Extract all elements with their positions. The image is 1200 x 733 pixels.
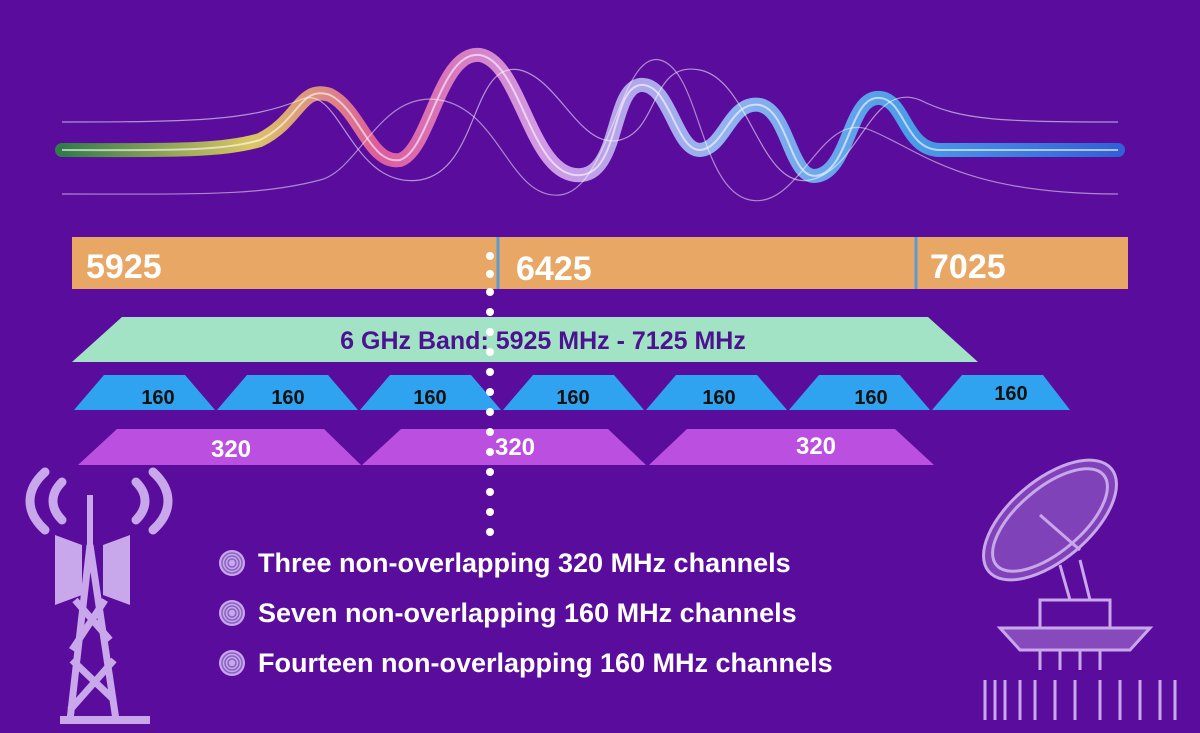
channel-160-label: 160	[702, 387, 735, 409]
bullet-list: Three non-overlapping 320 MHz channels S…	[218, 538, 978, 688]
channel-160-label: 160	[854, 387, 887, 409]
spiral-icon	[219, 600, 245, 626]
band-label: 6 GHz Band: 5925 MHz - 7125 MHz	[340, 327, 746, 355]
freq-label-5925: 5925	[86, 248, 162, 286]
freq-label-7025: 7025	[930, 248, 1006, 286]
bullet-item: Three non-overlapping 320 MHz channels	[218, 538, 978, 588]
bullet-item: Fourteen non-overlapping 160 MHz channel…	[218, 638, 978, 688]
spiral-icon	[219, 550, 245, 576]
channel-320-label: 320	[796, 433, 836, 460]
channel-160-shape	[789, 375, 930, 410]
band-trapezoid	[72, 317, 978, 362]
bullet-text: Fourteen non-overlapping 160 MHz channel…	[258, 647, 833, 678]
channel-160-label: 160	[141, 387, 174, 409]
spectrum-wave	[55, 47, 1125, 202]
channel-160-label: 160	[556, 387, 589, 409]
frequency-bar	[72, 237, 1128, 289]
channel-160-label: 160	[413, 387, 446, 409]
channel-160-shape	[74, 375, 215, 410]
channels-320: 320 320 320	[78, 429, 934, 465]
satellite-dish-icon	[982, 458, 1177, 720]
channel-320-label: 320	[495, 434, 535, 461]
channels-160: 160 160 160 160 160 160 160	[74, 375, 1070, 410]
channel-160-shape	[503, 375, 644, 410]
bullet-text: Three non-overlapping 320 MHz channels	[258, 547, 791, 578]
bullet-text: Seven non-overlapping 160 MHz channels	[258, 597, 797, 628]
bullet-item: Seven non-overlapping 160 MHz channels	[218, 588, 978, 638]
channel-160-shape	[217, 375, 358, 410]
cell-tower-icon	[25, 467, 173, 724]
channel-320-shape	[362, 429, 646, 465]
channel-320-label: 320	[211, 436, 251, 463]
spiral-icon	[219, 650, 245, 676]
dotted-divider	[486, 252, 494, 536]
freq-label-6425: 6425	[516, 250, 592, 288]
channel-160-label: 160	[271, 387, 304, 409]
channel-160-shape	[360, 375, 501, 410]
channel-160-label: 160	[994, 383, 1027, 405]
channel-320-shape	[78, 429, 361, 465]
channel-320-shape	[649, 429, 934, 465]
channel-160-shape	[932, 375, 1070, 410]
channel-160-shape	[646, 375, 787, 410]
